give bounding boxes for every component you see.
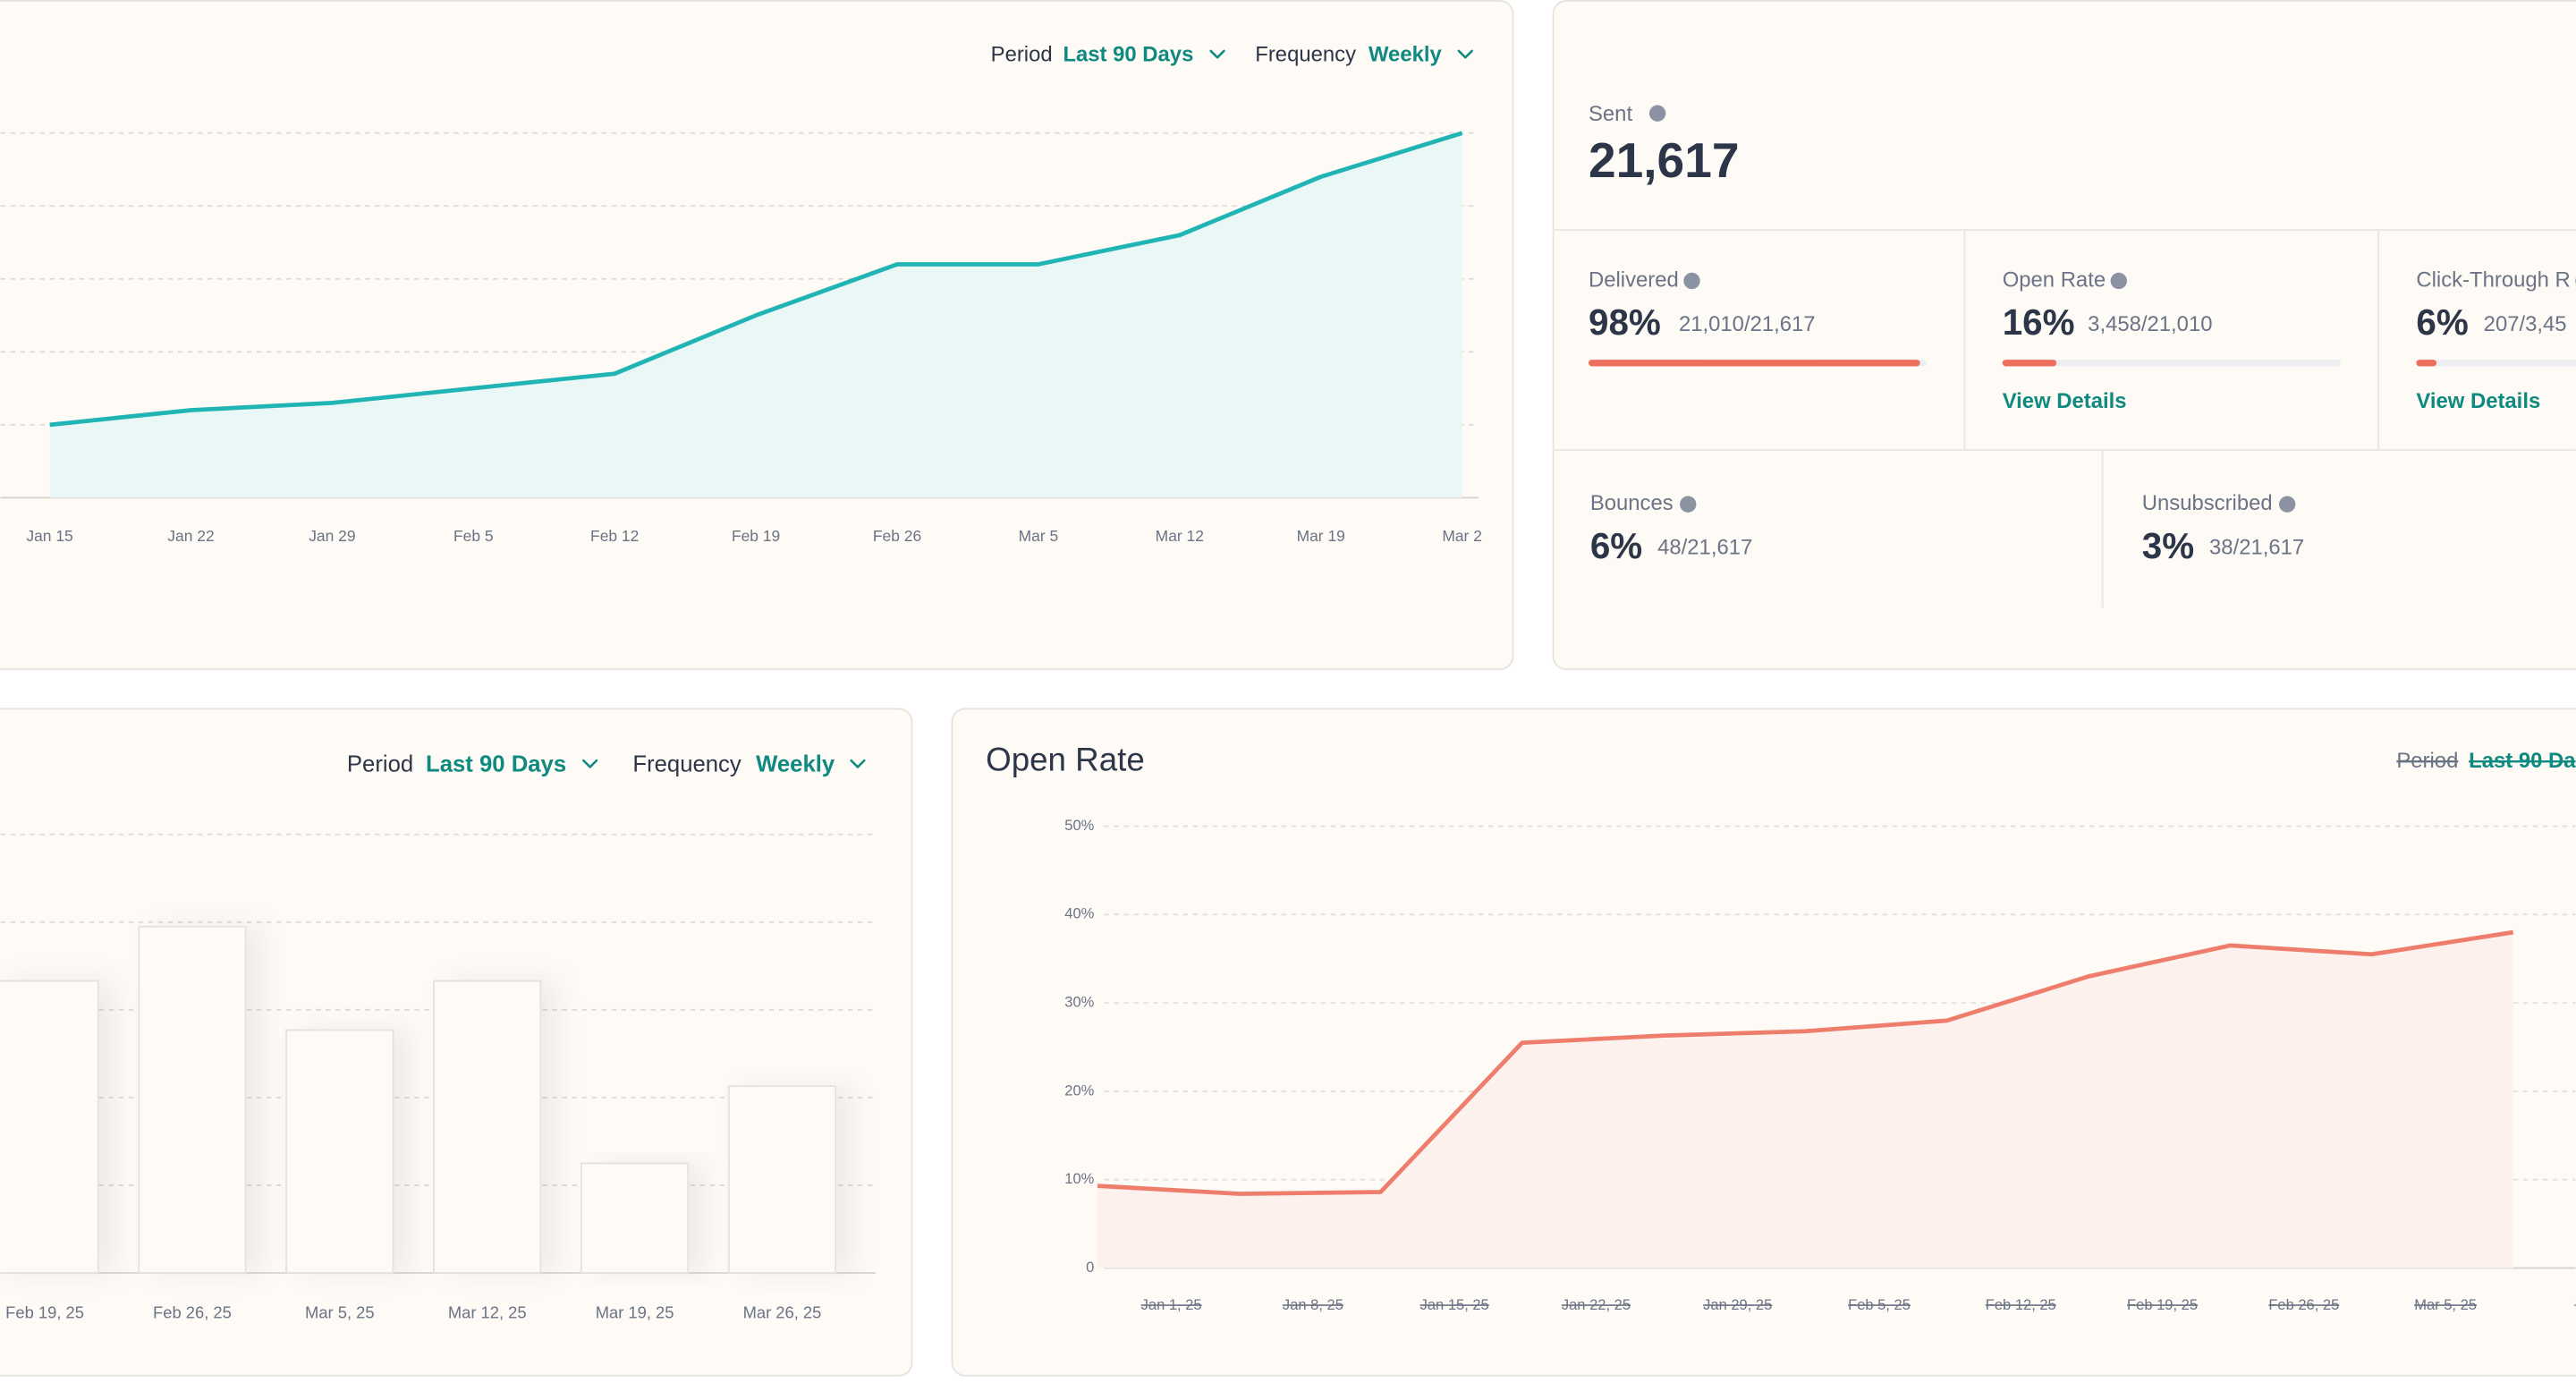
view-details-link[interactable]: View Details (2416, 389, 2540, 413)
x-tick-label: Jan 22 (167, 527, 214, 545)
bar-chart: Feb 19, 25 Feb 26, 25 Mar 5, 25 Mar 12, 25 M… (0, 833, 877, 1322)
stat-value: 3% (2142, 525, 2194, 566)
x-tick-label: Jan 15 (26, 527, 72, 545)
x-tick-label: Mar 5, 25 (2414, 1296, 2477, 1313)
x-tick-label: Mar 5, 25 (305, 1303, 375, 1322)
x-tick-label: Feb 26, 25 (2268, 1296, 2339, 1313)
stat-cards: Delivered 98% 21,010/21,617 Open Rate 16% 3,4… (1589, 267, 2576, 566)
x-tick-label: Mar 19, 25 (596, 1303, 674, 1322)
stat-detail: 3,458/21,010 (2088, 312, 2212, 336)
x-tick-label: Mar 5 (1019, 527, 1059, 545)
x-tick-label: Mar (2574, 1296, 2576, 1313)
chevron (850, 759, 866, 768)
x-tick-label: Feb 19 (732, 527, 780, 545)
x-tick-label: Feb 5 (453, 527, 494, 545)
x-tick-label: Jan 29, 25 (1703, 1296, 1772, 1313)
control-label: Period (991, 43, 1053, 67)
stat-label: Click-Through R (2416, 267, 2570, 292)
info-icon[interactable] (1683, 272, 1700, 290)
x-tick-label: Feb 5, 25 (1848, 1296, 1911, 1313)
x-tick-label: Mar 12 (1156, 527, 1204, 545)
progress-fill (1589, 360, 1920, 367)
x-tick-label: Feb 12, 25 (1986, 1296, 2056, 1313)
stat-value: 6% (1590, 525, 1642, 566)
frequency-dropdown[interactable]: Weekly (756, 751, 835, 776)
x-tick-label: Jan 22, 25 (1562, 1296, 1631, 1313)
chevron (582, 759, 598, 768)
area (1097, 932, 2513, 1268)
frequency-dropdown[interactable]: Weekly (1368, 43, 1443, 67)
bar (285, 1029, 394, 1274)
x-tick-label: Jan 29 (309, 527, 355, 545)
stat-label: Open Rate (2003, 267, 2106, 292)
stat-label: Bounces (1590, 491, 1674, 515)
bar (580, 1162, 690, 1274)
x-tick-label: Jan 8, 25 (1283, 1296, 1343, 1313)
info-icon[interactable] (1648, 105, 1666, 122)
progress-track (2416, 360, 2576, 367)
y-tick-label: 0 (1086, 1259, 1094, 1276)
y-tick-label: 20% (1064, 1082, 1094, 1099)
x-tick-label: Feb 19, 25 (5, 1303, 84, 1322)
y-tick-label: 50% (1064, 817, 1094, 834)
control-label: Frequency (632, 751, 741, 776)
progress-fill (2416, 360, 2437, 367)
x-tick-label: Feb 26, 25 (153, 1303, 232, 1322)
x-tick-label: Mar 19 (1297, 527, 1345, 545)
stat-value: 98% (1589, 301, 1661, 343)
y-tick-label: 30% (1064, 993, 1094, 1010)
x-tick-label: Jan 15, 25 (1420, 1296, 1489, 1313)
x-tick-label: Feb 19, 25 (2127, 1296, 2198, 1313)
y-tick-label: 10% (1064, 1170, 1094, 1187)
stat-label: Unsubscribed (2142, 491, 2273, 515)
control-label: Period (347, 751, 413, 776)
top-chart: Jan 15 Jan 22 Jan 29 Feb 5 Feb 12 Feb 19 Feb 2… (0, 131, 1482, 545)
progress-track (2002, 360, 2341, 367)
control-label: Frequency (1255, 43, 1356, 67)
period-dropdown[interactable]: Last 90 Days (426, 751, 566, 776)
chevron (1209, 49, 1225, 59)
bar (138, 925, 247, 1274)
stats-panel (1552, 0, 2576, 671)
stat-label: Delivered (1589, 267, 1679, 292)
stat-value: 6% (2416, 301, 2468, 343)
info-icon[interactable] (2279, 496, 2296, 513)
stat-detail: 207/3,45 (2484, 312, 2567, 336)
y-tick-label: 40% (1064, 905, 1094, 922)
period-dropdown[interactable]: Last 90 Days (1063, 43, 1193, 67)
open-rate-chart: 0 10% 20% 30% 40% 50% Jan 1, 25 Jan 8, 25 Jan 15… (1064, 817, 2576, 1313)
x-tick-label: Jan 1, 25 (1141, 1296, 1202, 1313)
stat-value: 16% (2003, 301, 2075, 343)
chart-title: Open Rate (986, 742, 1145, 778)
stat-detail: 38/21,617 (2209, 536, 2304, 560)
stat-value: 21,617 (1589, 132, 1739, 188)
bar (433, 980, 542, 1274)
period-dropdown[interactable]: Last 90 Da (2469, 749, 2576, 773)
x-tick-label: Mar 26, 25 (743, 1303, 822, 1322)
x-tick-label: Feb 12 (590, 527, 639, 545)
stat-detail: 21,010/21,617 (1679, 312, 1816, 336)
chevron (1457, 49, 1473, 59)
stat-label: Sent (1589, 102, 1632, 126)
info-icon[interactable] (2110, 272, 2127, 290)
x-tick-label: Feb 26 (873, 527, 921, 545)
progress-fill (2002, 360, 2057, 367)
view-details-link[interactable]: View Details (2003, 389, 2127, 413)
control-label: Period (2396, 749, 2458, 773)
line (49, 131, 1463, 428)
line (1097, 929, 2514, 1196)
info-icon[interactable] (1680, 496, 1697, 513)
bar (0, 980, 99, 1274)
stat-detail: 48/21,617 (1657, 536, 1752, 560)
x-tick-label: Mar 2 (1442, 527, 1482, 545)
bar (727, 1085, 837, 1274)
x-tick-label: Mar 12, 25 (448, 1303, 527, 1322)
